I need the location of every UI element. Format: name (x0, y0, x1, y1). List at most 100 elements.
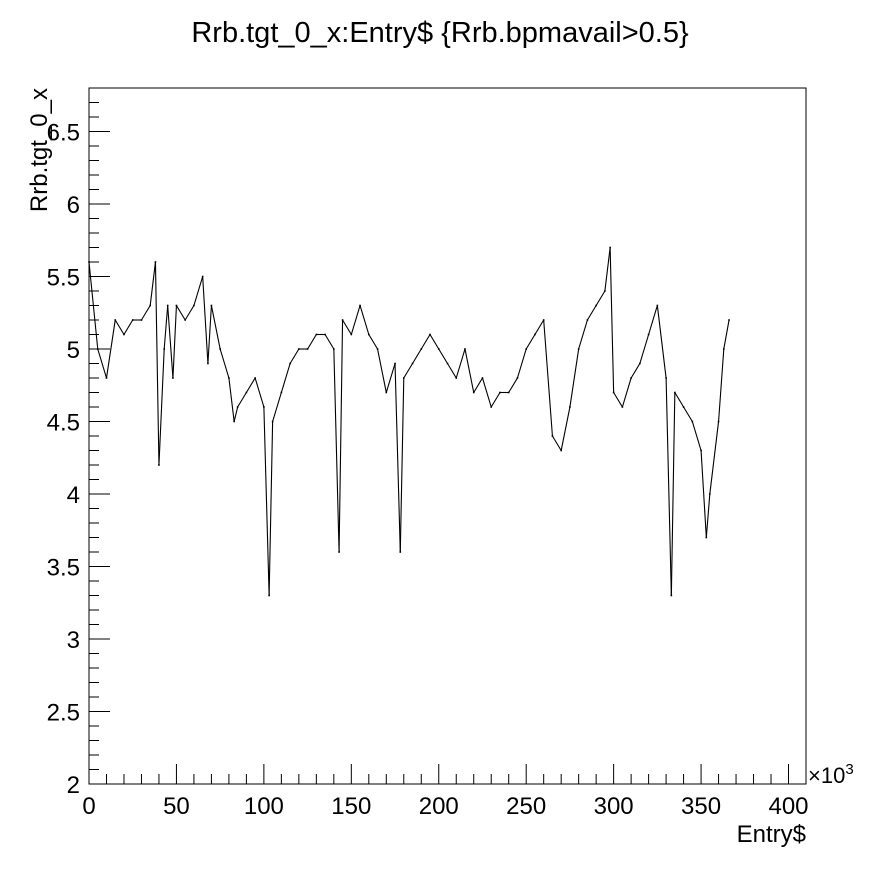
series-segment (543, 319, 553, 437)
series-segment (656, 305, 667, 379)
data-point (315, 333, 318, 336)
data-point (163, 348, 165, 350)
series-segment (97, 348, 108, 379)
series-segment (333, 348, 340, 553)
series-segment (385, 363, 396, 393)
series-segment (228, 377, 235, 422)
series-segment (464, 348, 475, 393)
series-segment (237, 392, 247, 408)
series-segment (613, 392, 623, 408)
data-point (324, 333, 326, 336)
y-tick-label: 6.5 (47, 120, 80, 147)
data-point (472, 391, 475, 394)
series-segment (280, 363, 291, 393)
y-tick-labels: 2 2.5 3 3.5 4 4.5 5 5.5 6 6.5 (47, 120, 80, 800)
data-point (114, 319, 117, 321)
series-segment (609, 247, 615, 393)
data-point (691, 420, 694, 423)
data-point (429, 333, 431, 336)
data-point (723, 348, 725, 350)
data-point (96, 348, 99, 350)
series-segment (447, 363, 457, 379)
x-multiplier-exponent: 3 (845, 761, 853, 778)
series-segment (399, 377, 405, 553)
series-segment (621, 377, 632, 408)
data-point (172, 377, 174, 379)
x-tick-label: 300 (594, 793, 634, 820)
series-segment (114, 319, 125, 335)
data-point (385, 391, 388, 394)
series-segment (665, 377, 672, 596)
series-segment (560, 406, 571, 451)
data-point (717, 420, 720, 423)
x-tick-label: 250 (506, 793, 546, 820)
series-segment (272, 392, 282, 422)
series-segment (534, 319, 545, 335)
data-point (245, 391, 248, 394)
y-tick-label: 3.5 (47, 555, 80, 582)
data-point (569, 406, 571, 408)
data-point (394, 362, 396, 365)
series-segment (648, 305, 658, 335)
data-point (228, 377, 230, 379)
data-point (402, 377, 405, 379)
series-segment (210, 305, 221, 350)
data-layer (88, 246, 730, 597)
data-point (516, 377, 519, 379)
series-segment (525, 334, 536, 350)
series-segment (429, 334, 440, 350)
y-tick-label: 6 (67, 192, 80, 219)
series-segment (604, 247, 611, 292)
data-point (271, 420, 274, 423)
data-point (499, 391, 501, 394)
series-segment (412, 348, 422, 364)
series-segment (723, 319, 730, 350)
data-point (639, 362, 641, 365)
series-segment (342, 319, 352, 335)
series-segment (163, 305, 169, 350)
data-point (674, 391, 676, 394)
data-point (656, 304, 659, 307)
data-point (604, 290, 606, 292)
data-point (201, 275, 204, 278)
data-point (399, 551, 402, 553)
data-point (446, 362, 449, 365)
axis-ticks (88, 87, 807, 785)
series-segment (359, 305, 370, 335)
data-point (289, 362, 291, 365)
series-segment (516, 348, 527, 379)
data-point (682, 406, 685, 408)
series-segment (718, 348, 725, 422)
series-segment (338, 319, 344, 553)
data-point (630, 377, 632, 379)
series-segment (683, 406, 693, 422)
data-point (149, 304, 152, 307)
series-segment (184, 305, 195, 321)
data-point (595, 304, 597, 307)
y-tick-label: 4 (67, 482, 80, 509)
series-segment (481, 377, 492, 408)
data-point (338, 551, 340, 553)
data-point (166, 304, 169, 307)
series-segment (167, 305, 174, 379)
data-point (298, 348, 300, 350)
data-point (254, 377, 256, 379)
series-segment (670, 392, 676, 596)
x-tick-label: 400 (768, 793, 808, 820)
x-tick-labels: 0 50 100 150 200 250 300 350 400 (82, 793, 808, 820)
series-segment (233, 406, 239, 422)
series-segment (377, 348, 387, 393)
series-segment (700, 450, 707, 538)
data-point (464, 348, 466, 350)
x-multiplier-base: ×10 (808, 763, 845, 788)
y-tick-label: 5.5 (47, 265, 80, 292)
data-point (350, 333, 353, 336)
data-point (612, 391, 615, 394)
data-point (670, 594, 673, 597)
data-point (333, 348, 335, 350)
data-point (728, 319, 730, 321)
y-axis-label: Rrb.tgt_0_x (26, 88, 53, 212)
y-tick-label: 3 (67, 627, 80, 654)
data-point (542, 319, 545, 321)
